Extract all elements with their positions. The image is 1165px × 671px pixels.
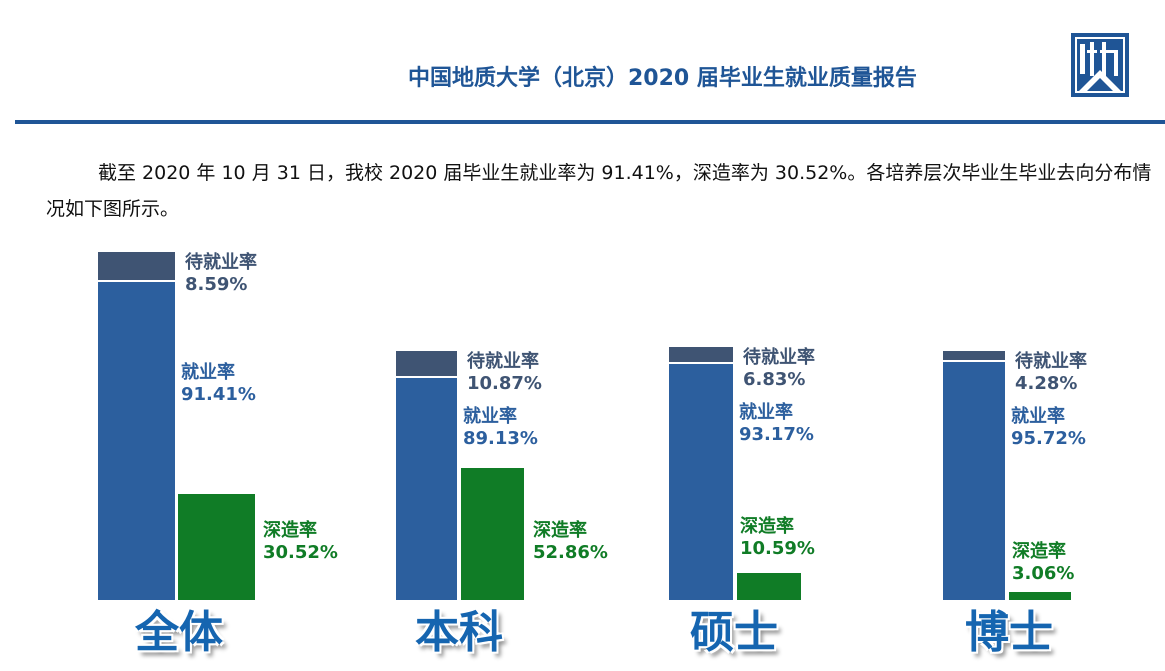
further-study-label-value: 30.52% — [263, 542, 338, 563]
pending-label-value: 10.87% — [467, 373, 542, 394]
category-label: 博士 — [965, 607, 1053, 658]
pending-label-name: 待就业率 — [1015, 351, 1087, 372]
employment-label-value: 95.72% — [1011, 428, 1086, 449]
pending-bar — [98, 252, 175, 280]
further-study-bar — [1009, 592, 1071, 600]
header-divider — [15, 120, 1165, 124]
pending-label: 待就业率 6.83% — [743, 347, 815, 391]
employment-bar — [669, 364, 733, 600]
further-study-label: 深造率 10.59% — [740, 516, 815, 560]
pending-label-name: 待就业率 — [467, 351, 539, 372]
employment-label: 就业率 93.17% — [739, 402, 814, 446]
pending-label-value: 6.83% — [743, 369, 806, 390]
employment-bar — [943, 361, 1005, 600]
further-study-label-value: 3.06% — [1012, 563, 1075, 584]
pending-label-value: 4.28% — [1015, 373, 1078, 394]
further-study-label-value: 52.86% — [533, 542, 608, 563]
further-study-bar — [461, 468, 524, 600]
further-study-label-name: 深造率 — [740, 516, 794, 537]
pending-label-value: 8.59% — [185, 274, 248, 295]
pending-bar — [396, 351, 457, 377]
category-label: 硕士 — [690, 607, 778, 658]
further-study-label: 深造率 52.86% — [533, 520, 608, 564]
employment-label-value: 91.41% — [181, 384, 256, 405]
employment-label-name: 就业率 — [181, 362, 235, 383]
employment-label-value: 93.17% — [739, 424, 814, 445]
pending-label-name: 待就业率 — [743, 347, 815, 368]
further-study-label: 深造率 3.06% — [1012, 541, 1074, 585]
employment-label: 就业率 95.72% — [1011, 406, 1086, 450]
further-study-bar — [737, 573, 801, 600]
pending-label: 待就业率 8.59% — [185, 252, 257, 296]
pending-bar — [943, 351, 1005, 360]
university-logo — [1071, 33, 1129, 97]
further-study-label-value: 10.59% — [740, 538, 815, 559]
employment-label-name: 就业率 — [739, 402, 793, 423]
further-study-label-name: 深造率 — [263, 520, 317, 541]
pending-label-name: 待就业率 — [185, 252, 257, 273]
category-label: 本科 — [415, 607, 503, 658]
intro-paragraph: 截至 2020 年 10 月 31 日，我校 2020 届毕业生就业率为 91.… — [46, 162, 1152, 220]
category-label: 全体 — [135, 607, 223, 658]
pending-label: 待就业率 4.28% — [1015, 351, 1087, 395]
report-title: 中国地质大学（北京）2020 届毕业生就业质量报告 — [408, 66, 917, 91]
further-study-label-name: 深造率 — [1012, 541, 1066, 562]
employment-bar — [98, 281, 175, 600]
further-study-label: 深造率 30.52% — [263, 520, 338, 564]
further-study-label-name: 深造率 — [533, 520, 587, 541]
employment-label-name: 就业率 — [463, 406, 517, 427]
pending-label: 待就业率 10.87% — [467, 351, 542, 395]
pending-bar — [669, 347, 733, 363]
employment-bar — [396, 378, 457, 600]
employment-label-value: 89.13% — [463, 428, 538, 449]
employment-label: 就业率 89.13% — [463, 406, 538, 450]
employment-label-name: 就业率 — [1011, 406, 1065, 427]
further-study-bar — [178, 493, 255, 600]
employment-label: 就业率 91.41% — [181, 362, 256, 406]
